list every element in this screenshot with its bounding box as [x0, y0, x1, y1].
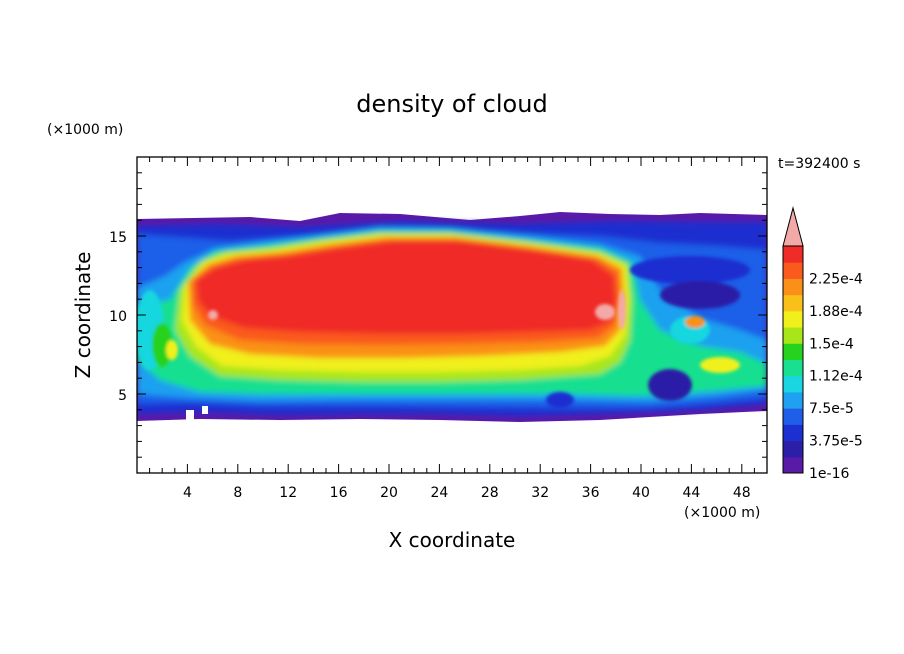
x-tick-label: 16 — [330, 485, 348, 501]
colorbar-swatch — [783, 278, 803, 296]
cloud-density-field — [137, 212, 767, 422]
time-label: t=392400 s — [778, 156, 860, 172]
patch-bottom-blue — [546, 392, 574, 408]
colorbar-swatch — [783, 424, 803, 442]
colorbar-swatch — [783, 408, 803, 425]
x-unit-label: (×1000 m) — [684, 505, 760, 521]
y-tick-label: 5 — [118, 388, 127, 404]
x-tick-label: 12 — [279, 485, 297, 501]
patch-left-green — [152, 323, 172, 367]
colorbar-label: 2.25e-4 — [809, 271, 863, 287]
colorbar-swatch — [783, 310, 803, 328]
base-gap-1 — [186, 410, 194, 422]
patch-right-orange — [685, 316, 705, 328]
colorbar-label: 7.5e-5 — [809, 401, 854, 417]
x-axis-title: X coordinate — [389, 528, 516, 552]
patch-right-dark — [660, 281, 740, 309]
colorbar-swatch — [783, 294, 803, 312]
x-tick-label: 32 — [531, 485, 549, 501]
colorbar-label: 1.88e-4 — [809, 304, 863, 320]
colorbar-frame — [782, 245, 804, 474]
colorbar-swatch — [783, 343, 803, 360]
patch-pink-3 — [208, 310, 218, 320]
y-tick-label: 10 — [109, 309, 127, 325]
colorbar-extend-arrow — [782, 206, 804, 247]
x-tick-label: 40 — [632, 485, 650, 501]
colorbar-swatch — [783, 327, 803, 344]
x-tick-label: 4 — [183, 485, 192, 501]
patch-right-yellow — [700, 357, 740, 373]
x-tick-label: 8 — [233, 485, 242, 501]
y-tick-label: 15 — [109, 230, 127, 246]
patch-bottom-dark — [648, 369, 692, 401]
density-band-10 — [196, 241, 616, 334]
colorbar-label: 3.75e-5 — [809, 434, 863, 450]
x-tick-label: 24 — [430, 485, 448, 501]
colorbar-swatch — [783, 375, 803, 393]
colorbar-label: 1.12e-4 — [809, 369, 863, 385]
colorbar-label: 1.5e-4 — [809, 336, 854, 352]
colorbar-swatch — [783, 262, 803, 279]
x-tick-label: 20 — [380, 485, 398, 501]
colorbar: 1e-16 3.75e-5 7.5e-5 1.12e-4 1.5e-4 1.88e-4 2.… — [782, 206, 863, 482]
x-tick-label: 28 — [481, 485, 499, 501]
colorbar-label: 1e-16 — [809, 466, 849, 482]
patch-left-yellow — [166, 340, 178, 360]
y-unit-label: (×1000 m) — [47, 122, 123, 138]
colorbar-swatch — [783, 391, 803, 409]
x-tick-label: 48 — [733, 485, 751, 501]
chart-title: density of cloud — [356, 90, 547, 118]
y-axis-title: Z coordinate — [71, 252, 95, 379]
patch-right-blue — [630, 256, 750, 284]
patch-pink-1 — [595, 304, 615, 320]
colorbar-swatch — [783, 456, 803, 474]
base-gap-2 — [202, 406, 208, 414]
x-tick-label: 36 — [582, 485, 600, 501]
patch-pink-2 — [618, 290, 626, 330]
colorbar-swatch — [783, 246, 803, 263]
x-tick-label: 44 — [682, 485, 700, 501]
colorbar-swatch — [783, 359, 803, 377]
colorbar-swatch — [783, 440, 803, 458]
